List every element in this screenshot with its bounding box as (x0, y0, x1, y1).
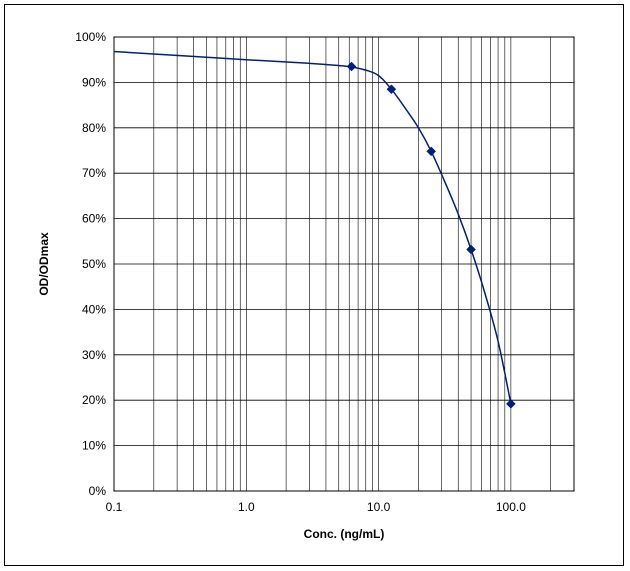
x-tick-labels: 0.1 1.0 10.0 100.0 (106, 500, 527, 514)
plot-area-border (113, 36, 575, 492)
y-axis-title: OD/ODmax (37, 232, 51, 296)
x-tick-label: 0.1 (106, 500, 123, 514)
y-tick-label: 10% (82, 439, 106, 453)
chart-frame (4, 4, 624, 566)
y-tick-label: 30% (82, 348, 106, 362)
data-point-marker (506, 398, 516, 409)
y-tick-label: 50% (82, 257, 106, 271)
data-point-marker (426, 146, 437, 157)
y-tick-label: 70% (82, 166, 106, 180)
x-tick-label: 10.0 (367, 500, 391, 514)
y-tick-label: 80% (82, 121, 106, 135)
fit-curve (113, 50, 512, 404)
y-tick-label: 20% (82, 393, 106, 407)
y-tick-label: 40% (82, 302, 106, 316)
data-point-marker (466, 244, 476, 255)
x-tick-label: 100.0 (496, 500, 526, 514)
y-tick-label: 90% (82, 75, 106, 89)
x-axis-title: Conc. (ng/mL) (304, 527, 385, 541)
data-point-marker (386, 84, 397, 95)
data-series (113, 50, 516, 409)
grid (113, 36, 575, 492)
x-tick-label: 1.0 (238, 500, 255, 514)
y-tick-labels: 0% 10% 20% 30% 40% 50% 60% 70% 80% 90% 100% (75, 30, 106, 498)
y-tick-label: 60% (82, 212, 106, 226)
y-tick-label: 100% (75, 30, 106, 44)
y-tick-label: 0% (89, 484, 107, 498)
data-point-marker (346, 61, 357, 72)
